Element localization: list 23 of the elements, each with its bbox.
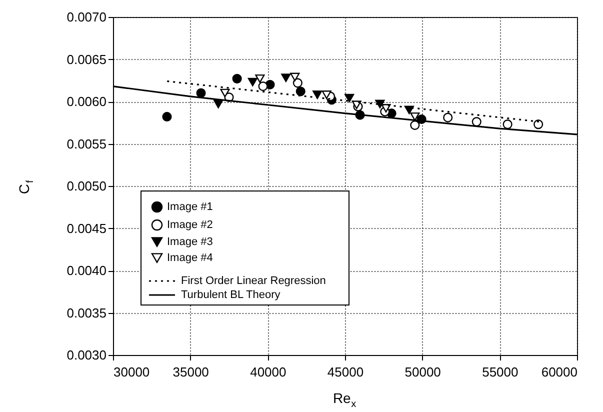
x-tick-label: 35000: [172, 364, 209, 380]
legend-label: First Order Linear Regression: [181, 275, 326, 287]
x-tick-label: 40000: [250, 364, 286, 380]
x-tick-label: 30000: [114, 364, 150, 380]
y-tick-label: 0.0030: [66, 348, 106, 362]
legend-label: Image #3: [167, 236, 213, 248]
x-tick-label: 60000: [541, 364, 578, 380]
legend-label: Image #4: [167, 252, 213, 264]
y-axis-title: Cf: [16, 180, 36, 194]
x-tick-label: 55000: [482, 364, 518, 380]
y-tick-label: 0.0070: [66, 10, 106, 24]
y-tick-label: 0.0060: [66, 94, 106, 109]
y-tick-label: 0.0065: [66, 52, 106, 67]
x-tick-label: 50000: [404, 364, 441, 380]
y-tick-label: 0.0045: [66, 220, 106, 236]
legend-label: Image #1: [167, 201, 213, 213]
legend-label: Image #2: [167, 219, 213, 231]
x-tick-label: 45000: [327, 364, 364, 380]
legend-label: Turbulent BL Theory: [181, 289, 281, 301]
y-tick-label: 0.0055: [66, 136, 106, 152]
y-tick-label: 0.0040: [66, 263, 106, 278]
y-tick-label: 0.0035: [66, 305, 106, 320]
y-tick-label: 0.0050: [66, 178, 106, 194]
